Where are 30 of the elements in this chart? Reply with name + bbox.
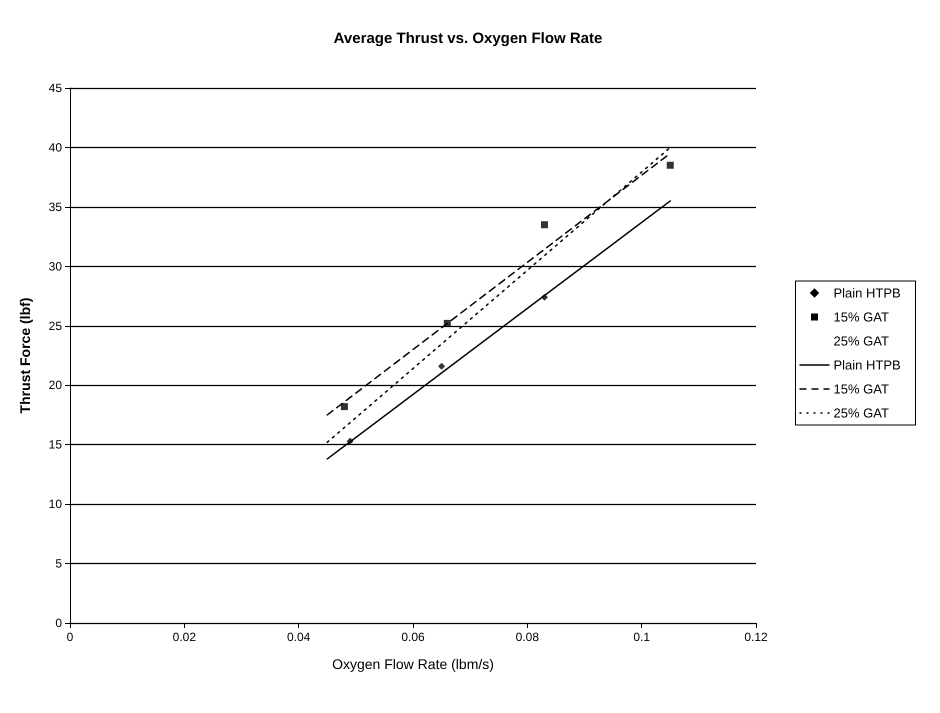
x-tick-label: 0.04 — [286, 630, 311, 644]
legend-label: 15% GAT — [834, 310, 889, 324]
x-tick-label: 0.12 — [744, 630, 768, 644]
chart-title: Average Thrust vs. Oxygen Flow Rate — [334, 30, 602, 47]
y-tick-label: 45 — [48, 81, 62, 95]
x-axis-title: Oxygen Flow Rate (lbm/s) — [332, 656, 494, 672]
legend-label: 25% GAT — [834, 406, 889, 420]
point — [540, 221, 548, 228]
x-tick-label: 0.1 — [633, 630, 650, 644]
legend-label: 25% GAT — [834, 334, 889, 348]
y-tick-label: 10 — [48, 497, 62, 512]
y-tick-label: 20 — [48, 378, 62, 392]
y-tick-label: 30 — [48, 259, 62, 274]
y-tick-label: 35 — [48, 200, 62, 214]
y-tick-label: 5 — [55, 556, 62, 571]
point — [340, 403, 348, 410]
x-tick-label: 0.08 — [516, 630, 540, 644]
point — [666, 162, 674, 169]
y-tick-label: 15 — [48, 438, 62, 452]
legend-label: Plain HTPB — [834, 286, 901, 300]
x-tick-label: 0.06 — [401, 630, 425, 644]
legend-label: Plain HTPB — [834, 358, 901, 372]
y-tick-label: 0 — [55, 616, 62, 630]
x-tick-label: 0 — [66, 630, 74, 644]
x-tick-label: 0.02 — [172, 630, 196, 644]
legend-label: 15% GAT — [834, 382, 889, 396]
y-tick-label: 40 — [48, 140, 62, 154]
point — [438, 362, 446, 370]
y-axis-title: Thrust Force (lbf) — [17, 298, 33, 414]
y-tick-label: 25 — [48, 318, 62, 333]
